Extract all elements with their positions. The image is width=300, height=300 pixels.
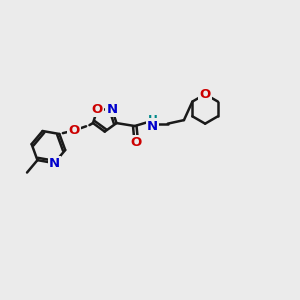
Text: N: N [106, 103, 118, 116]
Text: H: H [148, 114, 158, 127]
Text: O: O [92, 103, 103, 116]
Text: O: O [130, 136, 142, 149]
Text: O: O [68, 124, 80, 137]
Text: N: N [147, 119, 158, 133]
Text: N: N [49, 157, 60, 169]
Text: O: O [200, 88, 211, 101]
